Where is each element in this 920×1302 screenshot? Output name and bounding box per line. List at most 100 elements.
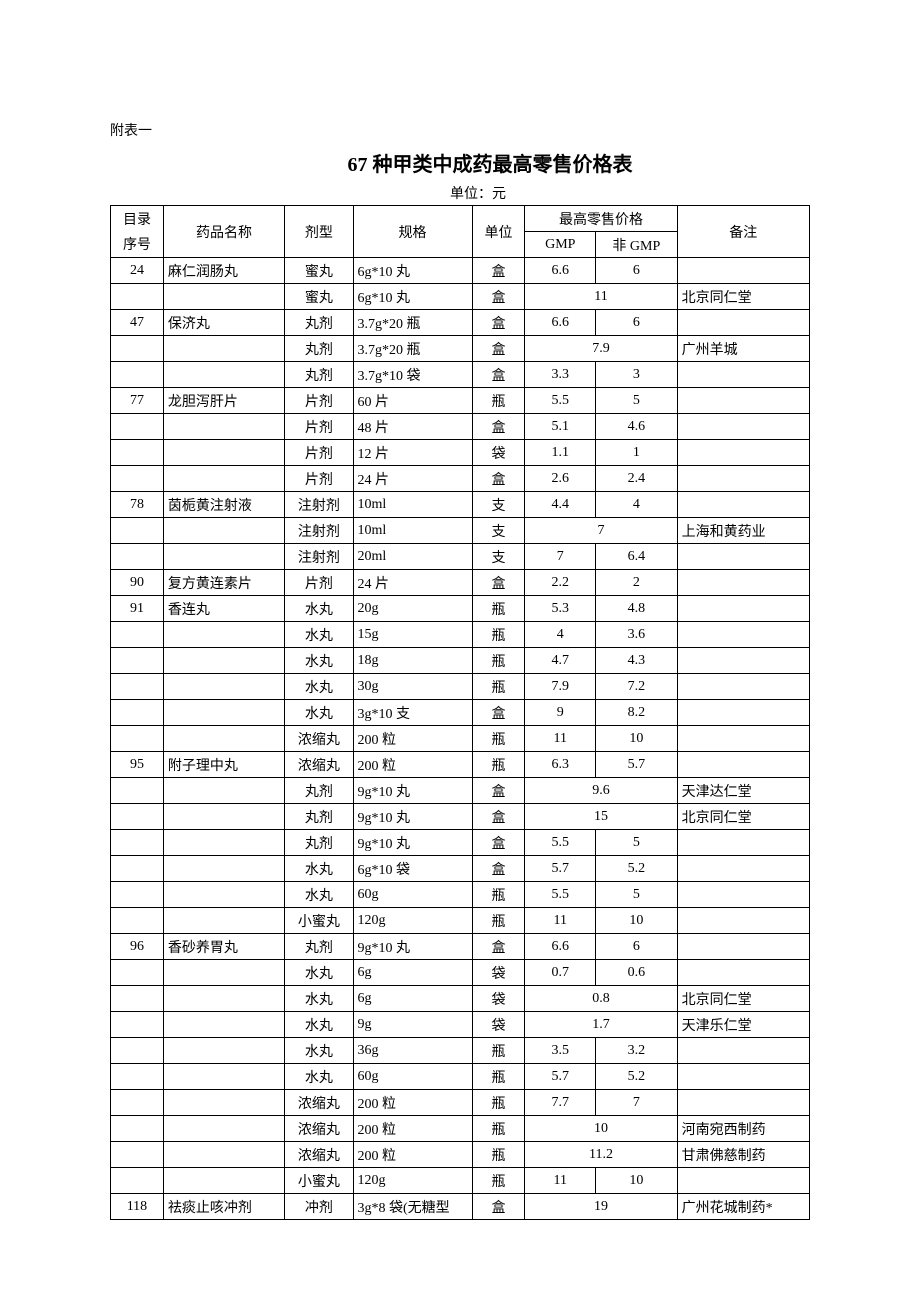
cell-dose: 水丸 bbox=[285, 882, 353, 908]
col-unit-header: 单位 bbox=[472, 206, 525, 258]
cell-seq: 90 bbox=[111, 570, 164, 596]
col-gmp-header: GMP bbox=[525, 232, 596, 258]
cell-gmp: 6.6 bbox=[525, 310, 596, 336]
cell-gmp: 5.5 bbox=[525, 830, 596, 856]
cell-nongmp: 4 bbox=[596, 492, 678, 518]
table-row: 水丸6g袋0.70.6 bbox=[111, 960, 810, 986]
col-seq-header-1: 目录 bbox=[111, 206, 164, 232]
cell-note: 北京同仁堂 bbox=[677, 804, 809, 830]
cell-seq bbox=[111, 1090, 164, 1116]
cell-name bbox=[163, 908, 284, 934]
cell-name bbox=[163, 336, 284, 362]
cell-seq: 24 bbox=[111, 258, 164, 284]
cell-gmp: 5.7 bbox=[525, 856, 596, 882]
table-row: 浓缩丸200 粒瓶10河南宛西制药 bbox=[111, 1116, 810, 1142]
cell-name: 附子理中丸 bbox=[163, 752, 284, 778]
cell-note: 广州花城制药* bbox=[677, 1194, 809, 1220]
cell-unit: 盒 bbox=[472, 414, 525, 440]
cell-nongmp: 5.2 bbox=[596, 1064, 678, 1090]
cell-dose: 水丸 bbox=[285, 622, 353, 648]
table-row: 水丸6g*10 袋盒5.75.2 bbox=[111, 856, 810, 882]
cell-unit: 盒 bbox=[472, 310, 525, 336]
cell-note bbox=[677, 622, 809, 648]
cell-unit: 瓶 bbox=[472, 908, 525, 934]
cell-price-merged: 0.8 bbox=[525, 986, 677, 1012]
cell-unit: 瓶 bbox=[472, 674, 525, 700]
col-note-header: 备注 bbox=[677, 206, 809, 258]
cell-unit: 盒 bbox=[472, 336, 525, 362]
cell-gmp: 4 bbox=[525, 622, 596, 648]
cell-spec: 24 片 bbox=[353, 466, 472, 492]
cell-gmp: 5.7 bbox=[525, 1064, 596, 1090]
cell-unit: 瓶 bbox=[472, 1064, 525, 1090]
cell-seq bbox=[111, 908, 164, 934]
cell-unit: 瓶 bbox=[472, 1090, 525, 1116]
cell-dose: 冲剂 bbox=[285, 1194, 353, 1220]
cell-spec: 200 粒 bbox=[353, 1116, 472, 1142]
cell-unit: 瓶 bbox=[472, 1116, 525, 1142]
cell-nongmp: 5 bbox=[596, 388, 678, 414]
table-row: 95附子理中丸浓缩丸200 粒瓶6.35.7 bbox=[111, 752, 810, 778]
cell-note bbox=[677, 856, 809, 882]
cell-gmp: 9 bbox=[525, 700, 596, 726]
cell-spec: 120g bbox=[353, 1168, 472, 1194]
cell-note bbox=[677, 830, 809, 856]
cell-dose: 浓缩丸 bbox=[285, 1116, 353, 1142]
cell-note bbox=[677, 466, 809, 492]
cell-dose: 丸剂 bbox=[285, 362, 353, 388]
table-row: 91香连丸水丸20g瓶5.34.8 bbox=[111, 596, 810, 622]
cell-spec: 200 粒 bbox=[353, 752, 472, 778]
cell-note bbox=[677, 726, 809, 752]
cell-seq: 77 bbox=[111, 388, 164, 414]
cell-dose: 片剂 bbox=[285, 466, 353, 492]
cell-note bbox=[677, 648, 809, 674]
cell-price-merged: 7 bbox=[525, 518, 677, 544]
table-row: 77龙胆泻肝片片剂60 片瓶5.55 bbox=[111, 388, 810, 414]
cell-dose: 水丸 bbox=[285, 674, 353, 700]
cell-dose: 浓缩丸 bbox=[285, 1142, 353, 1168]
table-row: 47保济丸丸剂3.7g*20 瓶盒6.66 bbox=[111, 310, 810, 336]
cell-unit: 瓶 bbox=[472, 596, 525, 622]
cell-seq: 95 bbox=[111, 752, 164, 778]
cell-gmp: 2.2 bbox=[525, 570, 596, 596]
cell-unit: 瓶 bbox=[472, 752, 525, 778]
cell-seq bbox=[111, 284, 164, 310]
page-title: 67 种甲类中成药最高零售价格表 bbox=[170, 148, 810, 177]
cell-gmp: 7 bbox=[525, 544, 596, 570]
cell-unit: 袋 bbox=[472, 986, 525, 1012]
table-row: 片剂24 片盒2.62.4 bbox=[111, 466, 810, 492]
cell-nongmp: 3.2 bbox=[596, 1038, 678, 1064]
cell-note bbox=[677, 674, 809, 700]
cell-spec: 6g*10 袋 bbox=[353, 856, 472, 882]
cell-unit: 盒 bbox=[472, 830, 525, 856]
col-nongmp-header: 非 GMP bbox=[596, 232, 678, 258]
cell-spec: 10ml bbox=[353, 518, 472, 544]
table-row: 小蜜丸120g瓶1110 bbox=[111, 1168, 810, 1194]
cell-seq bbox=[111, 986, 164, 1012]
cell-unit: 支 bbox=[472, 518, 525, 544]
cell-seq: 78 bbox=[111, 492, 164, 518]
cell-name: 茵栀黄注射液 bbox=[163, 492, 284, 518]
cell-name: 祛痰止咳冲剂 bbox=[163, 1194, 284, 1220]
cell-name bbox=[163, 1116, 284, 1142]
cell-dose: 小蜜丸 bbox=[285, 1168, 353, 1194]
cell-spec: 36g bbox=[353, 1038, 472, 1064]
cell-name bbox=[163, 622, 284, 648]
cell-dose: 丸剂 bbox=[285, 778, 353, 804]
cell-dose: 水丸 bbox=[285, 596, 353, 622]
cell-unit: 盒 bbox=[472, 804, 525, 830]
cell-nongmp: 7 bbox=[596, 1090, 678, 1116]
table-row: 水丸15g瓶43.6 bbox=[111, 622, 810, 648]
cell-dose: 片剂 bbox=[285, 414, 353, 440]
cell-spec: 3.7g*20 瓶 bbox=[353, 310, 472, 336]
cell-name bbox=[163, 1012, 284, 1038]
cell-seq bbox=[111, 1168, 164, 1194]
cell-unit: 盒 bbox=[472, 466, 525, 492]
cell-unit: 盒 bbox=[472, 778, 525, 804]
cell-spec: 60 片 bbox=[353, 388, 472, 414]
cell-unit: 瓶 bbox=[472, 726, 525, 752]
table-row: 水丸60g瓶5.55 bbox=[111, 882, 810, 908]
table-row: 丸剂9g*10 丸盒15北京同仁堂 bbox=[111, 804, 810, 830]
cell-price-merged: 1.7 bbox=[525, 1012, 677, 1038]
cell-seq bbox=[111, 856, 164, 882]
